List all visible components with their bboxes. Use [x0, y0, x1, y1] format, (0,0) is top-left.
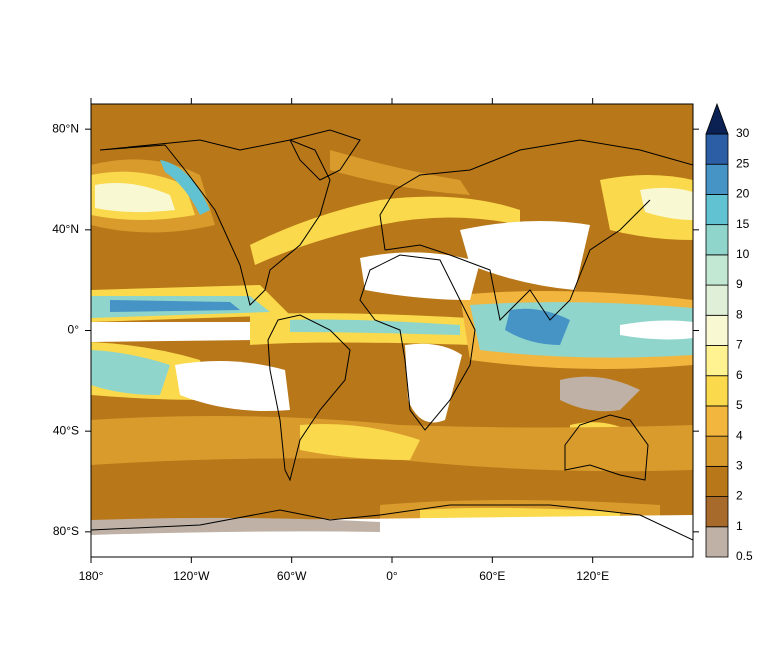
x-tick-label: 120°E [576, 569, 609, 583]
colorbar-label: 6 [736, 368, 743, 382]
colorbar-label: 15 [736, 217, 750, 231]
colorbar-label: 4 [736, 428, 743, 442]
colorbar-label: 10 [736, 247, 750, 261]
colorbar-label: 5 [736, 398, 743, 412]
colorbar-box [705, 465, 729, 497]
colorbar-extension [705, 102, 729, 135]
colorbar-box [705, 345, 729, 377]
colorbar-box [705, 194, 729, 226]
colorbar-box [705, 224, 729, 256]
colorbar-label: 8 [736, 307, 743, 321]
x-tick-label: 120°W [173, 569, 210, 583]
colorbar-box [705, 254, 729, 286]
colorbar-label: 9 [736, 277, 743, 291]
colorbar-label: 2 [736, 489, 743, 503]
colorbar-label: 25 [736, 156, 750, 170]
colorbar-label: 20 [736, 187, 750, 201]
x-tick-label: 60°E [479, 569, 505, 583]
x-tick-label: 0° [386, 569, 398, 583]
colorbar-box [705, 496, 729, 528]
x-tick-label: 180° [79, 569, 104, 583]
colorbar-label: 0.5 [736, 549, 753, 563]
colorbar-label: 7 [736, 338, 743, 352]
y-tick-label: 80°S [53, 524, 79, 538]
colorbar-box [705, 314, 729, 346]
colorbar-box [705, 375, 729, 407]
colorbar-box [705, 405, 729, 437]
colorbar-box [705, 284, 729, 316]
y-tick-label: 80°N [52, 121, 79, 135]
y-tick-label: 0° [68, 323, 80, 337]
colorbar-box [705, 163, 729, 195]
colorbar-label: 3 [736, 459, 743, 473]
colorbar-label: 30 [736, 126, 750, 140]
map-field [91, 104, 693, 557]
colorbar-box [705, 133, 729, 165]
colorbar-label: 1 [736, 519, 743, 533]
y-tick-label: 40°S [53, 423, 79, 437]
colorbar-box [705, 435, 729, 467]
colorbar-box [705, 526, 729, 558]
x-tick-label: 60°W [277, 569, 307, 583]
y-tick-label: 40°N [52, 222, 79, 236]
